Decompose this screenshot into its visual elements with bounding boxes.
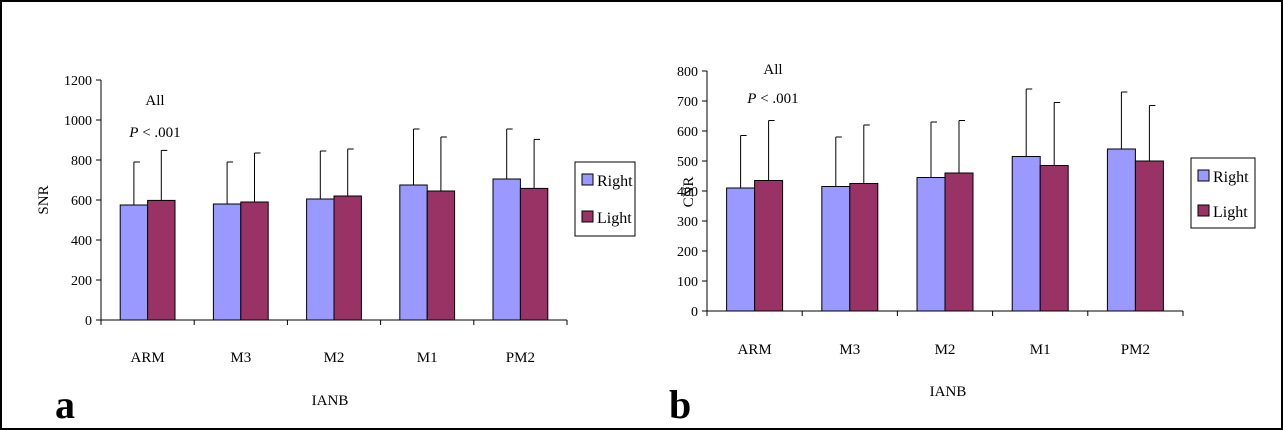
x-axis-title: IANB — [930, 384, 967, 400]
bar-right-m2 — [916, 177, 946, 312]
legend-label-light: Light — [597, 210, 632, 227]
x-category-label: PM2 — [1121, 342, 1150, 358]
y-tick-label: 100 — [677, 275, 698, 290]
y-tick-label: 400 — [71, 234, 92, 249]
y-tick-label: 800 — [71, 154, 92, 169]
y-tick-label: 600 — [677, 125, 698, 140]
x-category-label: PM2 — [506, 350, 535, 366]
legend-label-right: Right — [1213, 169, 1249, 186]
y-tick-label: 1000 — [64, 114, 92, 129]
annotation-p-value: P < .001 — [128, 125, 180, 141]
bar-right-m1 — [399, 184, 428, 321]
bar-right-m1 — [1011, 156, 1041, 312]
panel-label-b: b — [669, 382, 691, 427]
chart-panel-a: 0 200 400 600 800 1000 1200 ARM M3 M2 M1 PM2 IANB SNR… — [36, 74, 636, 427]
legend: Right Light — [1190, 157, 1256, 229]
bar-light-pm2 — [519, 187, 549, 321]
legend-swatch-light — [1197, 204, 1210, 217]
bar-right-m2 — [306, 198, 335, 321]
y-tick-label: 200 — [677, 245, 698, 260]
annotation-p-text: < .001 — [756, 91, 798, 107]
y-tick-label: 500 — [677, 155, 698, 170]
y-tick-label: 600 — [71, 194, 92, 209]
legend: Right Light — [574, 161, 636, 237]
annotation-p-text: < .001 — [138, 125, 180, 141]
annotation-all: All — [145, 93, 164, 109]
bar-light-m1 — [1039, 165, 1069, 312]
bar-light-m3 — [849, 183, 879, 312]
y-axis-title: CNR — [681, 177, 697, 208]
bar-right-m3 — [821, 186, 851, 312]
y-tick-label: 400 — [677, 185, 698, 200]
annotation-p-value: P < .001 — [746, 91, 798, 107]
y-tick-label: 300 — [677, 215, 698, 230]
annotation-all: All — [763, 62, 782, 78]
bar-light-arm — [147, 199, 176, 321]
annotation-p-symbol: P — [746, 91, 756, 107]
y-tick-label: 700 — [677, 95, 698, 110]
bar-right-pm2 — [492, 178, 521, 321]
bar-right-arm — [726, 187, 756, 312]
bar-light-m3 — [240, 201, 269, 321]
y-tick-label: 1200 — [64, 74, 92, 89]
x-category-label: M3 — [230, 350, 251, 366]
bar-right-arm — [119, 204, 149, 321]
x-category-label: ARM — [131, 350, 165, 366]
legend-label-right: Right — [597, 173, 633, 190]
x-category-label: M1 — [417, 350, 438, 366]
bar-light-m2 — [944, 172, 974, 312]
y-axis-title: SNR — [36, 185, 52, 214]
legend-swatch-right — [581, 173, 594, 186]
annotation-p-symbol: P — [128, 125, 138, 141]
x-category-label: ARM — [738, 342, 772, 358]
chart-panel-b: 0 100 200 300 400 500 600 700 800 ARM M3 M2 M1 PM2 IAN… — [669, 62, 1256, 427]
bar-light-m2 — [333, 195, 362, 321]
legend-label-light: Light — [1213, 204, 1248, 221]
legend-swatch-light — [581, 210, 594, 223]
bar-right-pm2 — [1106, 148, 1136, 312]
bar-light-m1 — [426, 190, 456, 321]
x-category-label: M2 — [935, 342, 956, 358]
x-category-label: M1 — [1030, 342, 1051, 358]
y-tick-label: 0 — [85, 314, 92, 329]
x-axis-title: IANB — [312, 393, 349, 409]
y-tick-label: 0 — [691, 305, 698, 320]
y-tick-label: 200 — [71, 274, 92, 289]
panel-label-a: a — [55, 382, 75, 427]
bar-light-pm2 — [1134, 160, 1164, 312]
y-tick-label: 800 — [677, 65, 698, 80]
x-category-label: M3 — [839, 342, 860, 358]
bar-right-m3 — [212, 203, 242, 321]
legend-swatch-right — [1197, 169, 1210, 182]
x-category-label: M2 — [324, 350, 345, 366]
bar-light-arm — [754, 180, 784, 312]
